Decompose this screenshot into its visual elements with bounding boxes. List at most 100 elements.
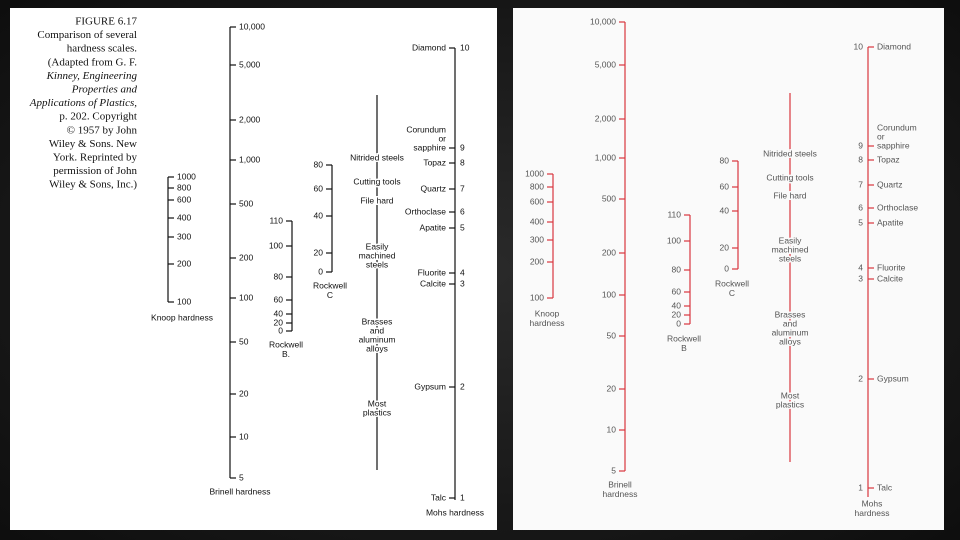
caption-line: hardness scales.	[67, 43, 138, 55]
mohs-number: 8	[858, 154, 863, 164]
mineral-name: Diamond	[877, 41, 911, 51]
tick-label: 80	[314, 159, 324, 169]
tick-label: 5	[611, 465, 616, 475]
tick-label: 100	[530, 292, 544, 302]
mineral-name: Orthoclase	[405, 206, 446, 216]
mohs-number: 1	[858, 482, 863, 492]
mineral-name: Quartz	[877, 179, 903, 189]
mineral-name: Topaz	[877, 154, 900, 164]
mineral-name: Calcite	[420, 278, 446, 288]
mohs-number: 5	[460, 222, 465, 232]
scale-label: Brinell hardness	[210, 486, 271, 496]
mineral-name: Orthoclase	[877, 202, 918, 212]
mineral-name: Apatite	[420, 222, 447, 232]
scale-label: C	[327, 290, 333, 300]
mohs-number: 3	[460, 278, 465, 288]
tick-label: 40	[314, 210, 324, 220]
tick-label: 20	[314, 247, 324, 257]
tick-label: 400	[177, 212, 191, 222]
scale-label: hardness	[530, 318, 565, 328]
tick-label: 0	[724, 263, 729, 273]
tick-label: 800	[177, 182, 191, 192]
tick-label: 60	[720, 181, 730, 191]
mineral-name: Gypsum	[877, 373, 909, 383]
caption-line: Properties and	[71, 84, 138, 96]
caption-line: © 1957 by John	[67, 124, 138, 136]
caption-line: FIGURE 6.17	[75, 16, 137, 28]
tick-label: 20	[672, 309, 682, 319]
mineral-name: Fluorite	[877, 262, 906, 272]
mineral-name: or	[438, 133, 446, 143]
mohs-number: 8	[460, 157, 465, 167]
material-label: alloys	[366, 343, 388, 353]
mohs-number: 10	[854, 41, 864, 51]
tick-label: 200	[602, 247, 616, 257]
scale-label: Rockwell	[313, 280, 347, 290]
tick-label: 2,000	[239, 114, 261, 124]
tick-label: 5,000	[595, 59, 617, 69]
tick-label: 80	[720, 155, 730, 165]
tick-label: 1,000	[239, 154, 261, 164]
material-label: plastics	[776, 399, 804, 409]
mineral-name: Corundum	[877, 122, 917, 132]
mohs-number: 6	[858, 202, 863, 212]
scale-label: hardness	[855, 508, 890, 518]
right-diagram: 1000800600400300200100Knoophardness10,00…	[524, 15, 920, 520]
material-label: steels	[366, 259, 388, 269]
mohs-number: 7	[460, 183, 465, 193]
tick-label: 10	[239, 431, 249, 441]
tick-label: 5,000	[239, 59, 261, 69]
caption-line: (Adapted from G. F.	[48, 56, 137, 68]
scale-label: Mohs	[862, 498, 883, 508]
mineral-name: Quartz	[420, 183, 446, 193]
material-label: Most	[781, 390, 800, 400]
caption-line: p. 202. Copyright	[59, 111, 137, 123]
tick-label: 100	[177, 296, 191, 306]
tick-label: 80	[274, 271, 284, 281]
caption-line: Kinney, Engineering	[46, 70, 138, 82]
caption-line: Wiley & Sons. New	[49, 138, 137, 150]
scale-label: Knoop	[535, 308, 560, 318]
material-label: File hard	[360, 195, 393, 205]
mohs-number: 1	[460, 492, 465, 502]
material-label: steels	[779, 253, 801, 263]
caption-line: Comparison of several	[37, 29, 137, 41]
scale-label: Rockwell	[667, 333, 701, 343]
mineral-name: Calcite	[877, 273, 903, 283]
tick-label: 300	[530, 234, 544, 244]
mineral-name: Gypsum	[414, 381, 446, 391]
tick-label: 60	[314, 183, 324, 193]
material-label: aluminum	[359, 334, 396, 344]
scale-label: Mohs hardness	[426, 507, 484, 517]
tick-label: 500	[239, 198, 253, 208]
material-label: Brasses	[362, 316, 393, 326]
mohs-number: 5	[858, 217, 863, 227]
tick-label: 20	[607, 383, 617, 393]
scale-label: Knoop hardness	[151, 312, 213, 322]
material-label: Cutting tools	[353, 176, 400, 186]
mineral-name: Apatite	[877, 217, 904, 227]
material-label: machined	[359, 250, 396, 260]
mohs-number: 4	[460, 267, 465, 277]
tick-label: 800	[530, 181, 544, 191]
tick-label: 600	[177, 194, 191, 204]
tick-label: 1000	[177, 171, 196, 181]
tick-label: 60	[672, 286, 682, 296]
tick-label: 40	[274, 308, 284, 318]
material-label: Nitrided steels	[350, 152, 404, 162]
tick-label: 400	[530, 216, 544, 226]
tick-label: 500	[602, 193, 616, 203]
mineral-name: sapphire	[413, 142, 446, 152]
scale-label: B	[681, 343, 687, 353]
tick-label: 5	[239, 472, 244, 482]
mineral-name: Corundum	[406, 124, 446, 134]
tick-label: 20	[720, 242, 730, 252]
tick-label: 200	[177, 258, 191, 268]
tick-label: 40	[720, 205, 730, 215]
mohs-number: 3	[858, 273, 863, 283]
mineral-name: Talc	[877, 482, 893, 492]
mohs-number: 7	[858, 179, 863, 189]
tick-label: 2,000	[595, 113, 617, 123]
tick-label: 100	[667, 235, 681, 245]
